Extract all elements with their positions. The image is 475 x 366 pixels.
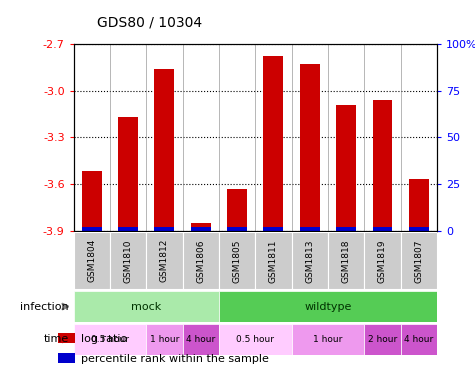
Bar (154, 69, 174, 231)
Text: log ratio: log ratio (82, 333, 128, 344)
Bar (74, 324, 146, 355)
Bar (182, 324, 219, 355)
Text: GSM1806: GSM1806 (196, 239, 205, 283)
Text: 1 hour: 1 hour (150, 335, 179, 344)
Text: 1 hour: 1 hour (314, 335, 342, 344)
Text: 0.5 hour: 0.5 hour (237, 335, 275, 344)
Bar (372, 100, 392, 231)
Text: GSM1818: GSM1818 (342, 239, 351, 283)
Bar (154, 227, 174, 231)
Bar (409, 179, 429, 231)
Text: infection: infection (20, 302, 69, 311)
Bar (328, 232, 364, 289)
Bar (292, 232, 328, 289)
Text: wildtype: wildtype (304, 302, 352, 311)
Text: GDS80 / 10304: GDS80 / 10304 (97, 15, 202, 29)
Bar (364, 324, 400, 355)
Text: GSM1810: GSM1810 (124, 239, 133, 283)
Bar (58, 333, 75, 343)
Bar (74, 291, 219, 322)
Text: GSM1807: GSM1807 (414, 239, 423, 283)
Text: GSM1812: GSM1812 (160, 239, 169, 283)
Bar (256, 232, 292, 289)
Text: 4 hour: 4 hour (186, 335, 216, 344)
Bar (400, 232, 437, 289)
Text: 4 hour: 4 hour (404, 335, 434, 344)
Bar (118, 227, 138, 231)
Bar (191, 227, 211, 231)
Bar (372, 227, 392, 231)
Bar (74, 232, 110, 289)
Text: 0.5 hour: 0.5 hour (91, 335, 129, 344)
Bar (182, 232, 219, 289)
Bar (110, 232, 146, 289)
Bar (219, 291, 437, 322)
Bar (58, 353, 75, 363)
Bar (300, 64, 320, 231)
Text: GSM1813: GSM1813 (305, 239, 314, 283)
Bar (146, 324, 182, 355)
Bar (364, 232, 400, 289)
Text: time: time (44, 335, 69, 344)
Text: GSM1804: GSM1804 (87, 239, 96, 283)
Bar (146, 232, 182, 289)
Bar (292, 324, 364, 355)
Bar (227, 227, 247, 231)
Text: GSM1805: GSM1805 (233, 239, 242, 283)
Bar (336, 105, 356, 231)
Text: 2 hour: 2 hour (368, 335, 397, 344)
Bar (82, 227, 102, 231)
Bar (227, 188, 247, 231)
Bar (400, 324, 437, 355)
Bar (264, 56, 284, 231)
Bar (264, 227, 284, 231)
Text: GSM1811: GSM1811 (269, 239, 278, 283)
Text: percentile rank within the sample: percentile rank within the sample (82, 354, 269, 364)
Text: GSM1819: GSM1819 (378, 239, 387, 283)
Bar (82, 171, 102, 231)
Bar (336, 227, 356, 231)
Bar (219, 232, 256, 289)
Bar (118, 117, 138, 231)
Bar (409, 227, 429, 231)
Text: mock: mock (131, 302, 162, 311)
Bar (191, 223, 211, 231)
Bar (300, 227, 320, 231)
Bar (219, 324, 292, 355)
